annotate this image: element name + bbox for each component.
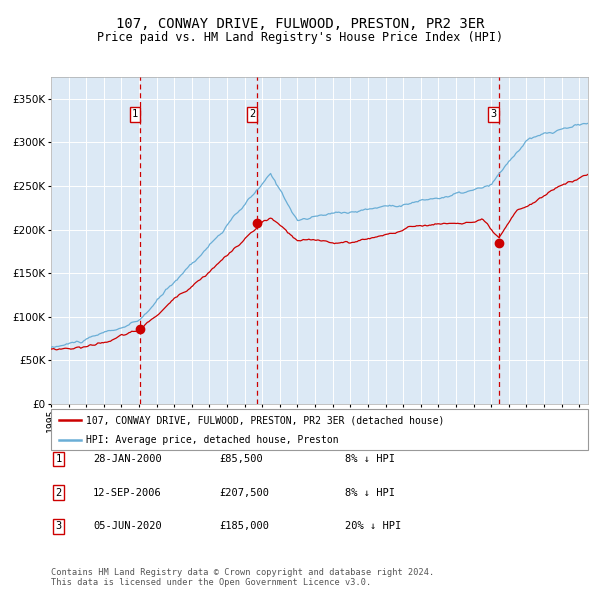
Text: 28-JAN-2000: 28-JAN-2000 — [93, 454, 162, 464]
Text: 20% ↓ HPI: 20% ↓ HPI — [345, 522, 401, 531]
Text: Contains HM Land Registry data © Crown copyright and database right 2024.
This d: Contains HM Land Registry data © Crown c… — [51, 568, 434, 587]
Text: £85,500: £85,500 — [219, 454, 263, 464]
FancyBboxPatch shape — [51, 409, 588, 450]
Text: 8% ↓ HPI: 8% ↓ HPI — [345, 454, 395, 464]
Text: £207,500: £207,500 — [219, 488, 269, 497]
Text: 1: 1 — [132, 109, 138, 119]
Text: HPI: Average price, detached house, Preston: HPI: Average price, detached house, Pres… — [86, 435, 338, 444]
Text: £185,000: £185,000 — [219, 522, 269, 531]
Text: 1: 1 — [56, 454, 62, 464]
Text: Price paid vs. HM Land Registry's House Price Index (HPI): Price paid vs. HM Land Registry's House … — [97, 31, 503, 44]
Text: 107, CONWAY DRIVE, FULWOOD, PRESTON, PR2 3ER (detached house): 107, CONWAY DRIVE, FULWOOD, PRESTON, PR2… — [86, 415, 444, 425]
Text: 05-JUN-2020: 05-JUN-2020 — [93, 522, 162, 531]
Text: 3: 3 — [491, 109, 497, 119]
Text: 3: 3 — [56, 522, 62, 531]
Text: 2: 2 — [56, 488, 62, 497]
Text: 107, CONWAY DRIVE, FULWOOD, PRESTON, PR2 3ER: 107, CONWAY DRIVE, FULWOOD, PRESTON, PR2… — [116, 17, 484, 31]
Text: 12-SEP-2006: 12-SEP-2006 — [93, 488, 162, 497]
Text: 8% ↓ HPI: 8% ↓ HPI — [345, 488, 395, 497]
Text: 2: 2 — [249, 109, 255, 119]
